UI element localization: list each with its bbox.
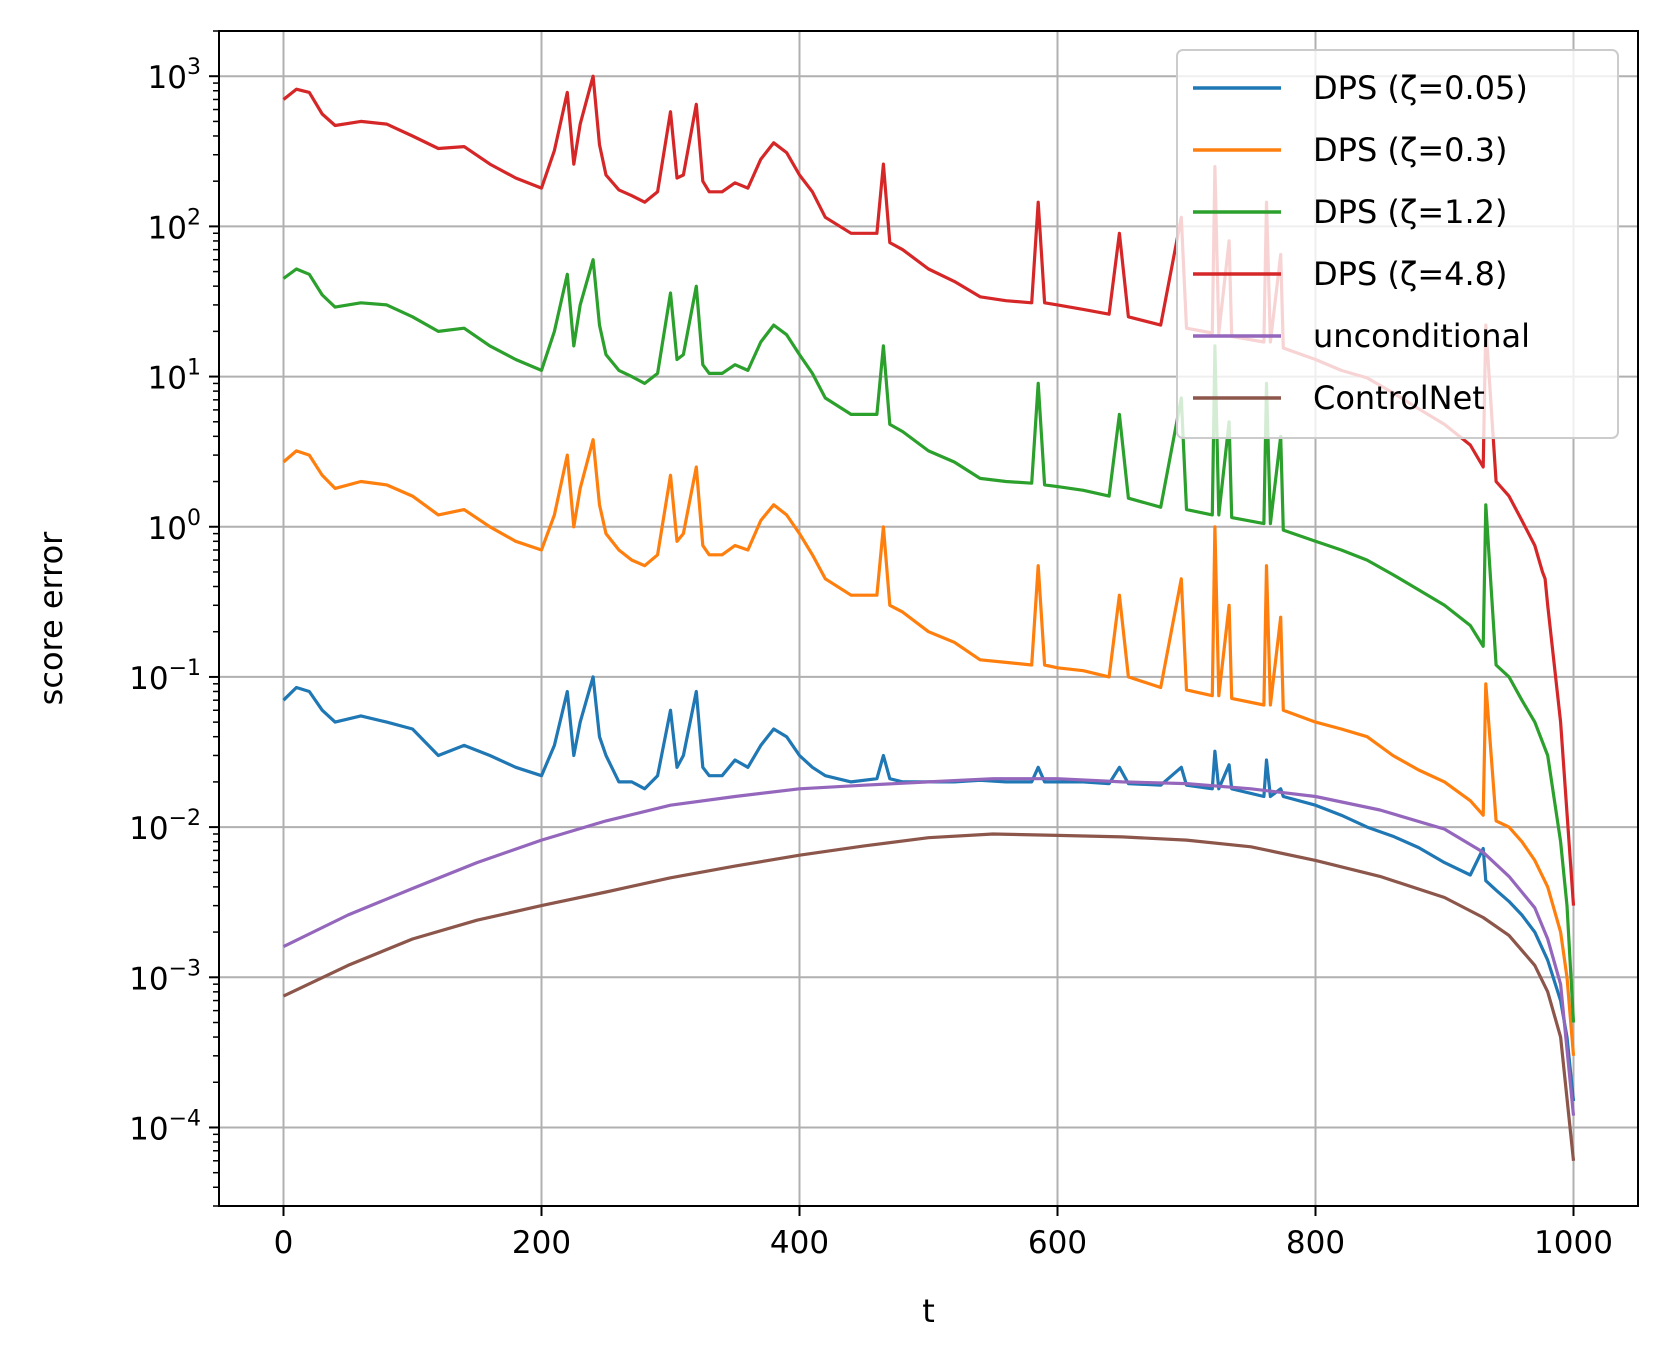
y-tick-label: 10−4 bbox=[129, 1106, 201, 1147]
x-tick-label: 200 bbox=[512, 1225, 571, 1261]
legend-label: unconditional bbox=[1313, 317, 1530, 355]
y-tick-label: 10−2 bbox=[129, 806, 201, 847]
series-line bbox=[282, 777, 1576, 1116]
y-tick-label: 100 bbox=[148, 506, 201, 547]
legend-label: DPS (ζ=1.2) bbox=[1313, 193, 1508, 231]
y-axis: 103 102 101 100 10−1 10−2 10−3 10−4 bbox=[129, 30, 219, 1207]
x-axis: 0 200 400 600 800 1000 bbox=[274, 1206, 1613, 1261]
legend-label: DPS (ζ=0.05) bbox=[1313, 69, 1528, 107]
grid bbox=[219, 31, 1638, 1206]
y-tick-label: 101 bbox=[148, 356, 201, 397]
series-line bbox=[282, 675, 1576, 1102]
series-layer bbox=[282, 74, 1576, 1161]
y-tick-label: 10−3 bbox=[129, 956, 201, 997]
x-tick-label: 600 bbox=[1028, 1225, 1087, 1261]
legend-label: DPS (ζ=4.8) bbox=[1313, 255, 1508, 293]
x-tick-label: 0 bbox=[274, 1225, 294, 1261]
series-line bbox=[282, 258, 1576, 1023]
y-axis-label: score error bbox=[32, 531, 70, 705]
legend: DPS (ζ=0.05) DPS (ζ=0.3) DPS (ζ=1.2) DPS (ζ… bbox=[1176, 49, 1619, 439]
legend-label: ControlNet bbox=[1313, 379, 1485, 417]
legend-label: DPS (ζ=0.3) bbox=[1313, 131, 1508, 169]
y-tick-label: 10−1 bbox=[129, 656, 201, 697]
y-tick-label: 103 bbox=[148, 55, 201, 96]
y-tick-label: 102 bbox=[148, 205, 201, 246]
series-line bbox=[282, 832, 1576, 1161]
x-tick-label: 1000 bbox=[1534, 1225, 1613, 1261]
x-tick-label: 800 bbox=[1286, 1225, 1345, 1261]
plot-frame bbox=[218, 30, 1639, 1207]
legend-box bbox=[1176, 49, 1619, 439]
x-axis-label: t bbox=[922, 1292, 935, 1330]
x-tick-label: 400 bbox=[770, 1225, 829, 1261]
series-line bbox=[282, 438, 1576, 1056]
